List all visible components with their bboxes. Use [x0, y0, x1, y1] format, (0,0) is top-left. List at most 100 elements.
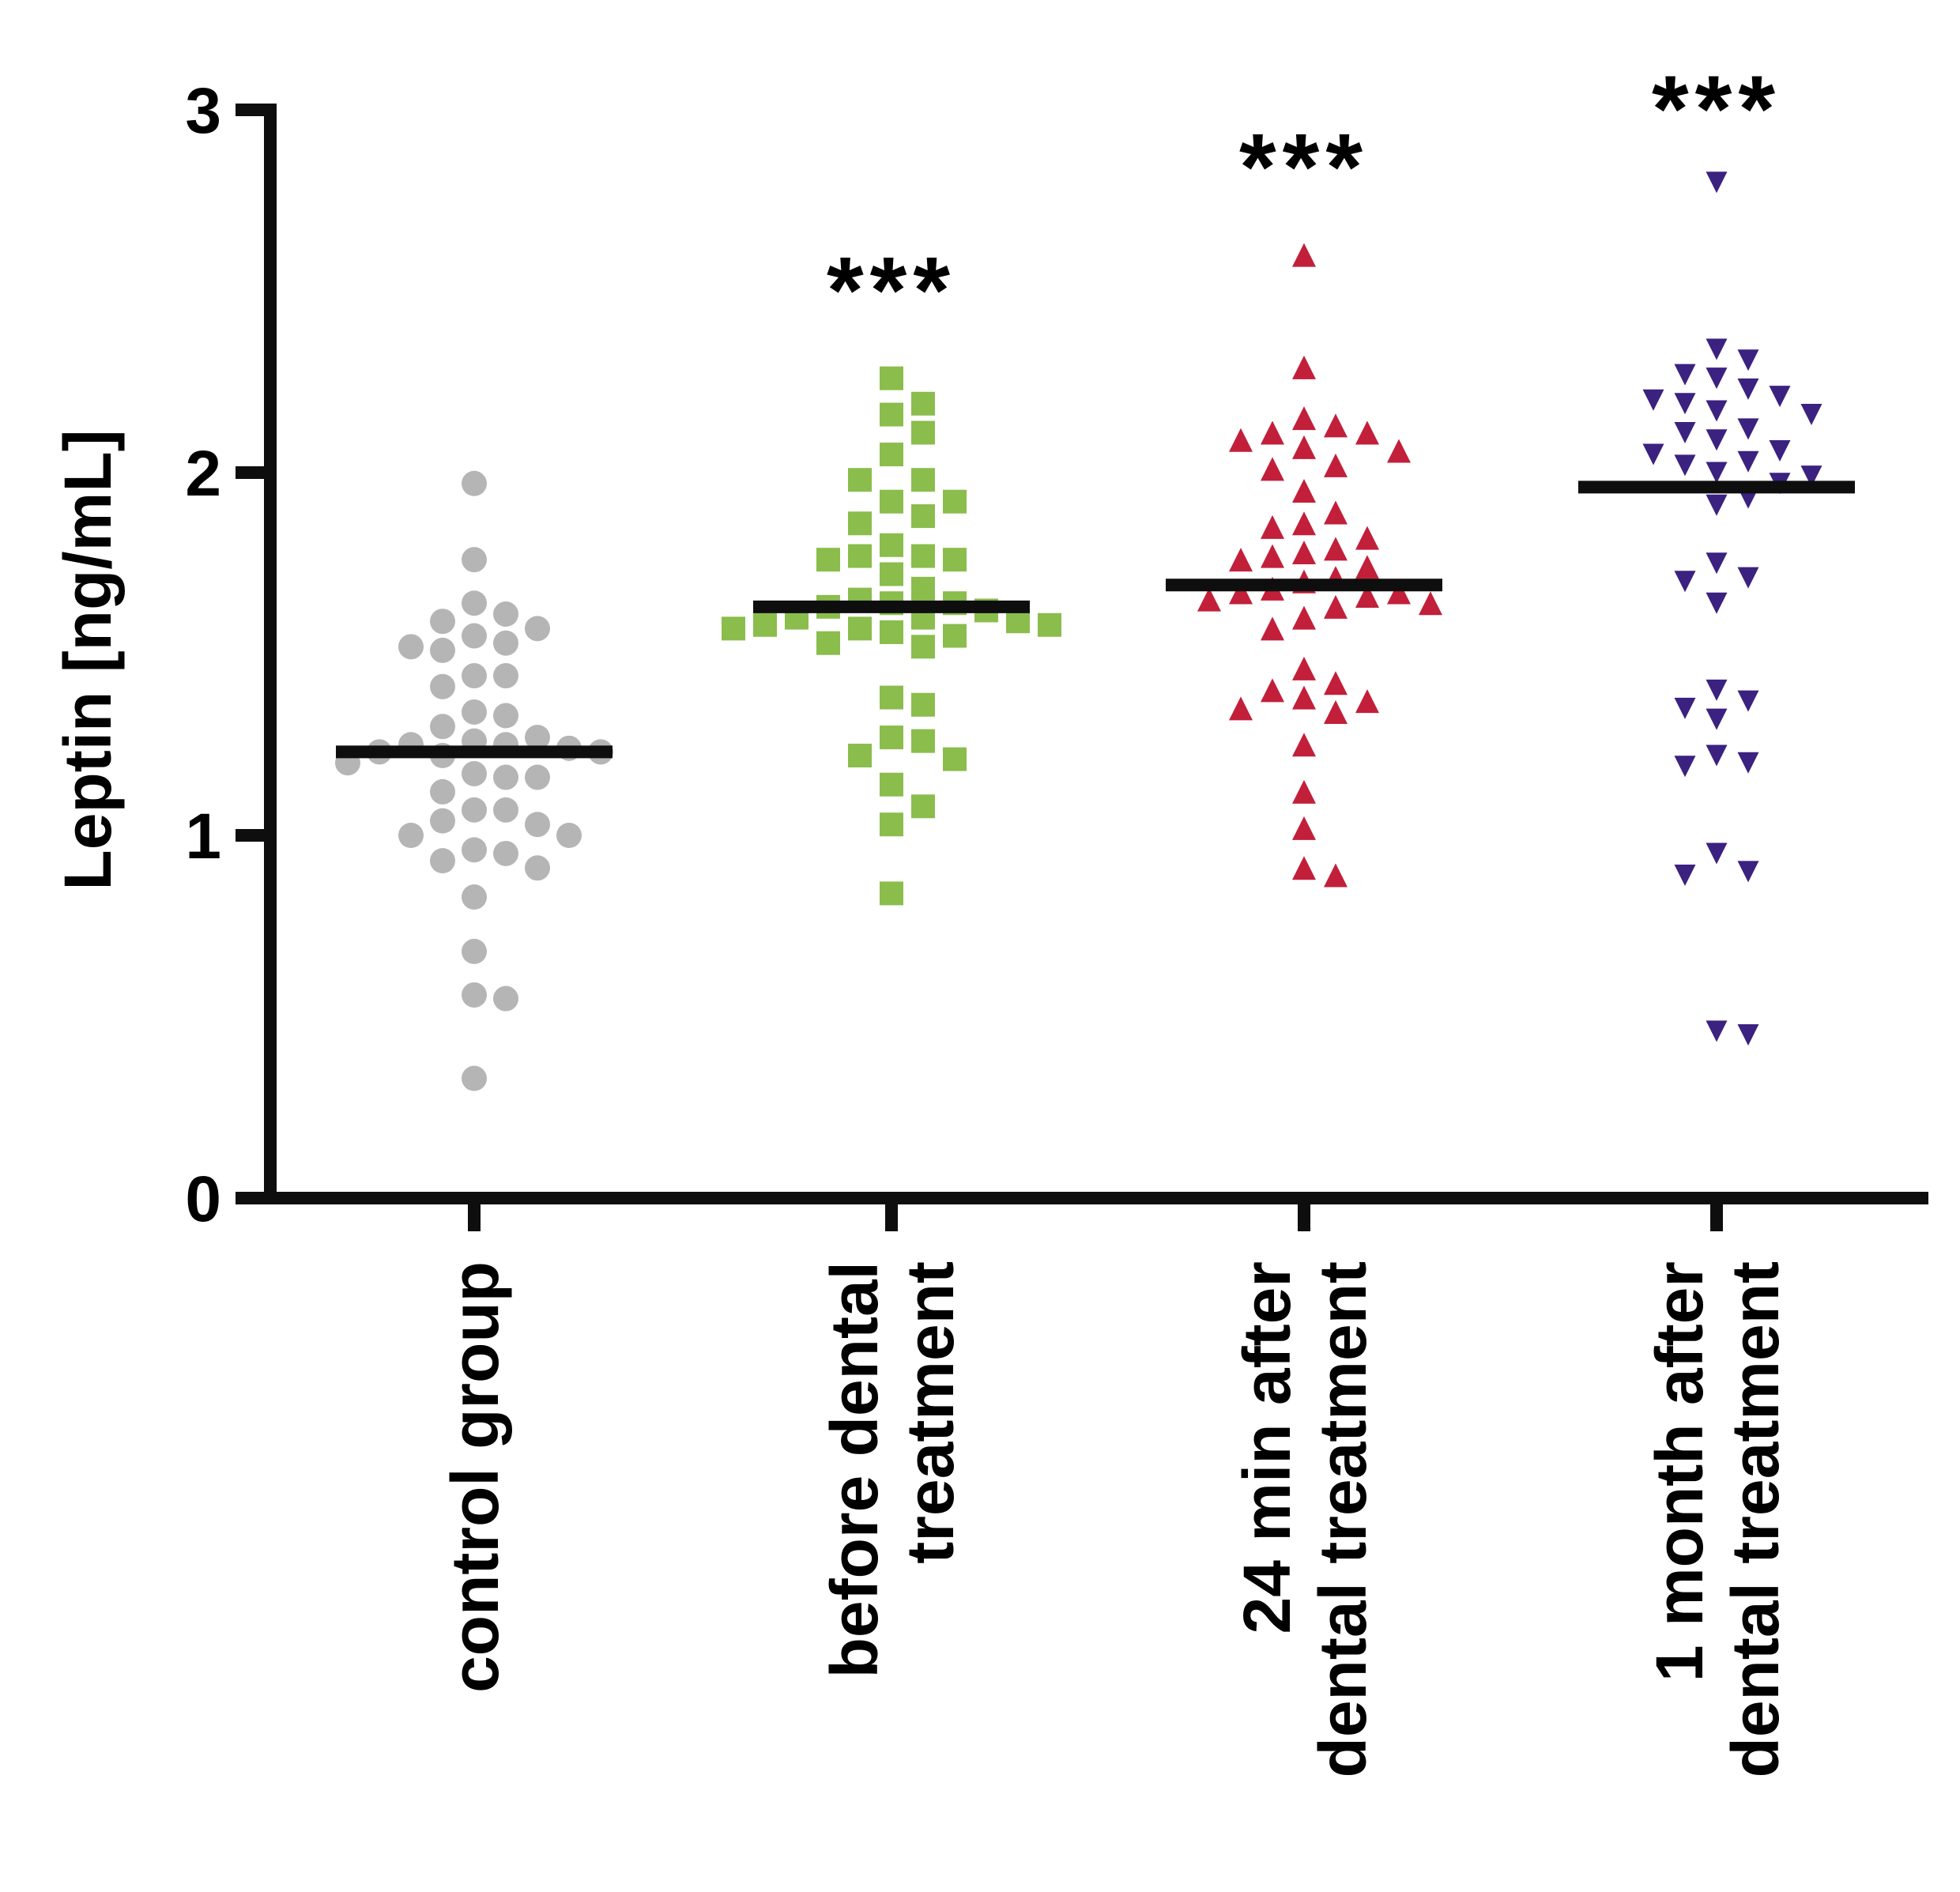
data-point	[848, 511, 872, 536]
data-point	[1737, 1023, 1759, 1046]
data-point	[880, 489, 903, 514]
significance-label: ***	[1652, 56, 1781, 162]
data-point	[1292, 779, 1316, 804]
data-point	[1292, 406, 1316, 431]
data-point	[1324, 863, 1348, 888]
data-point	[398, 823, 424, 848]
data-point	[1706, 400, 1728, 422]
data-point	[1737, 418, 1759, 440]
data-point	[525, 812, 550, 838]
data-point	[848, 544, 872, 568]
data-point	[943, 548, 967, 572]
data-point	[1292, 733, 1316, 757]
data-point	[462, 884, 487, 910]
data-point	[880, 443, 903, 467]
data-point	[1292, 435, 1316, 459]
data-point	[1292, 856, 1316, 880]
data-point	[1229, 548, 1253, 572]
data-point	[462, 760, 487, 786]
data-point	[911, 576, 935, 601]
data-point	[462, 938, 487, 964]
data-point	[1706, 367, 1728, 390]
data-point	[1387, 439, 1411, 463]
data-point	[493, 703, 518, 729]
x-category-label: dental treatment	[1306, 1261, 1380, 1777]
data-point	[1706, 708, 1728, 730]
data-point	[911, 794, 935, 819]
data-point	[1324, 453, 1348, 477]
y-tick-label: 0	[185, 1163, 221, 1235]
data-point	[1642, 389, 1664, 411]
data-point	[880, 685, 903, 710]
data-point	[1387, 580, 1411, 605]
data-point	[462, 1065, 487, 1091]
data-point	[1674, 697, 1696, 719]
data-point	[848, 616, 872, 641]
data-point	[1355, 526, 1379, 550]
data-point	[880, 620, 903, 644]
x-category-label: control group	[438, 1261, 512, 1693]
data-point	[1706, 171, 1728, 194]
data-point	[880, 402, 903, 427]
data-point	[816, 631, 840, 655]
data-point	[1355, 420, 1379, 445]
data-point	[722, 616, 745, 641]
data-point	[1261, 514, 1284, 539]
data-point	[1737, 378, 1759, 400]
data-point	[911, 504, 935, 529]
data-point	[1292, 685, 1316, 710]
data-point	[493, 764, 518, 790]
data-point	[493, 797, 518, 823]
x-ticks: control group before dental treatment 24 mi…	[438, 1198, 1792, 1777]
data-point	[1355, 555, 1379, 579]
data-point	[1674, 454, 1696, 477]
data-point	[462, 663, 487, 689]
data-point	[1706, 1020, 1728, 1042]
data-point	[1674, 756, 1696, 778]
data-point	[943, 624, 967, 648]
data-point	[1800, 465, 1822, 488]
data-point	[1674, 422, 1696, 444]
data-point	[1261, 544, 1284, 568]
data-point	[1324, 413, 1348, 438]
data-point	[1324, 671, 1348, 695]
data-point	[911, 391, 935, 416]
data-point	[1674, 393, 1696, 415]
data-point	[430, 808, 455, 834]
data-point	[880, 562, 903, 586]
data-point	[911, 692, 935, 717]
data-marks	[335, 171, 1822, 1091]
data-point	[1261, 616, 1284, 641]
significance-labels: *** *** ***	[827, 56, 1781, 344]
data-point	[493, 663, 518, 689]
x-category-label: 24 min after	[1230, 1261, 1304, 1634]
data-point	[525, 855, 550, 881]
x-category-label: before dental	[817, 1261, 891, 1678]
data-point	[462, 470, 487, 496]
data-point	[943, 747, 967, 771]
data-point	[1355, 584, 1379, 609]
data-point	[1292, 355, 1316, 379]
data-point	[1737, 450, 1759, 473]
y-ticks: 0 1 2 3	[185, 75, 270, 1235]
data-point	[1737, 690, 1759, 712]
data-point	[462, 699, 487, 725]
data-point	[753, 612, 777, 637]
data-point	[1737, 349, 1759, 371]
data-point	[911, 635, 935, 659]
data-point	[430, 637, 455, 663]
data-point	[430, 848, 455, 874]
data-point	[493, 601, 518, 628]
data-point	[462, 623, 487, 649]
data-point	[462, 982, 487, 1008]
data-point	[1674, 864, 1696, 886]
data-point	[1769, 386, 1791, 408]
x-category-label: 1 month after	[1642, 1261, 1717, 1682]
data-point	[943, 489, 967, 514]
data-point	[1737, 567, 1759, 589]
data-point	[1706, 744, 1728, 767]
data-point	[430, 778, 455, 805]
data-point	[1419, 591, 1442, 616]
data-point	[462, 547, 487, 573]
